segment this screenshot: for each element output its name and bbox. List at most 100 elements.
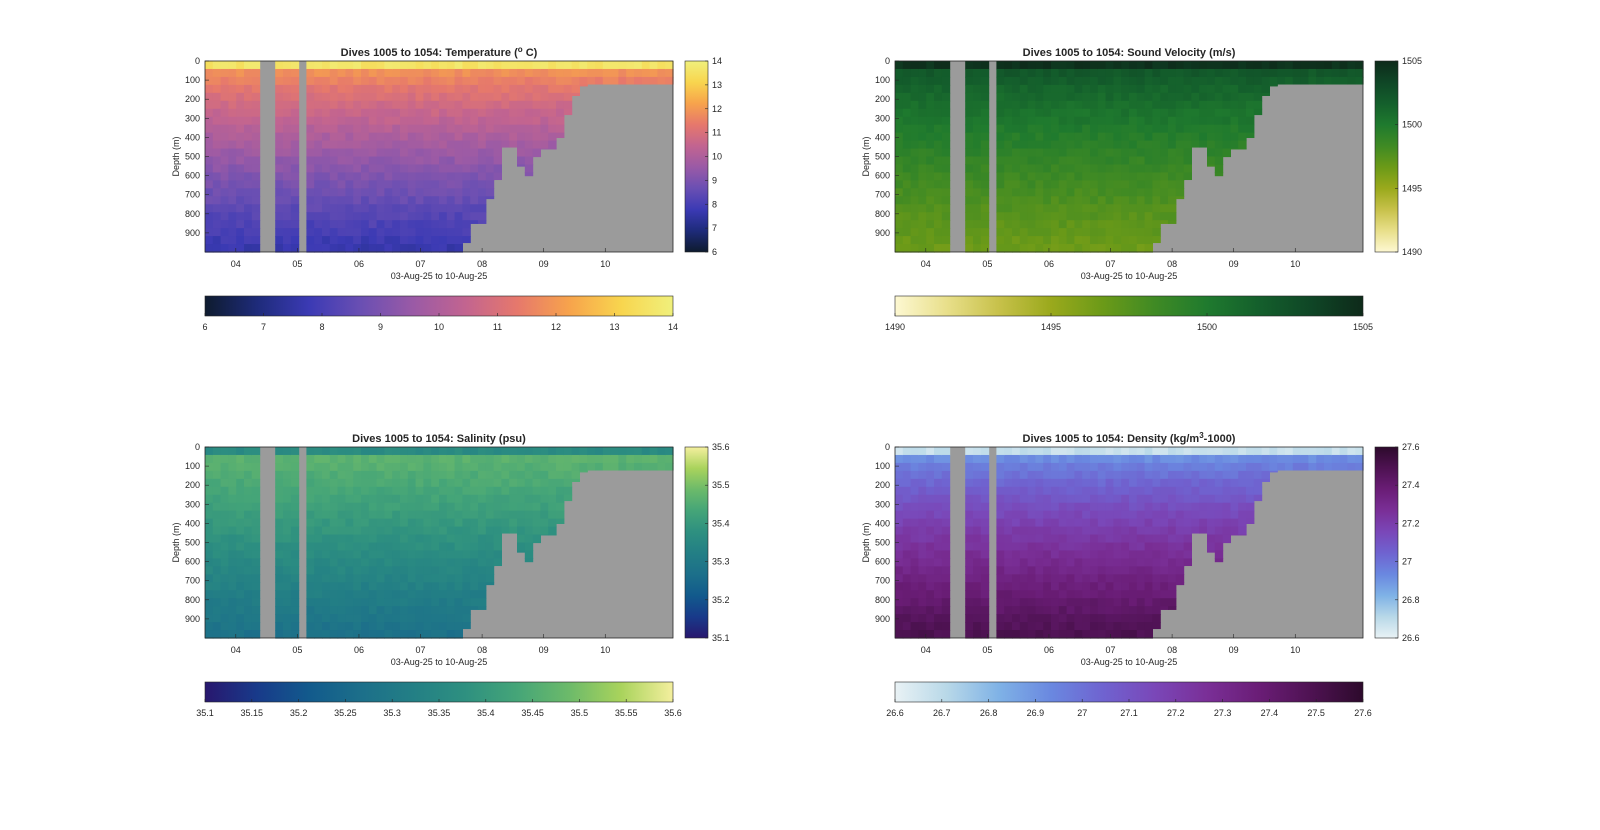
heatmap-cell	[1097, 172, 1107, 181]
heatmap-cell	[1097, 502, 1107, 512]
heatmap-cell	[1183, 462, 1192, 472]
heatmap-cell	[1168, 494, 1177, 504]
heatmap-cell	[470, 558, 479, 567]
heatmap-cell	[1082, 558, 1091, 567]
heatmap-cell	[415, 164, 424, 174]
heatmap-cell	[236, 116, 245, 126]
heatmap-cell	[400, 518, 409, 528]
heatmap-cell	[384, 220, 393, 229]
heatmap-cell	[205, 220, 214, 229]
heatmap-cell	[910, 566, 919, 575]
heatmap-cell	[918, 606, 927, 615]
heatmap-cell	[895, 148, 904, 158]
heatmap-cell	[275, 630, 284, 639]
heatmap-cell	[1082, 244, 1091, 253]
heatmap-cell	[1027, 454, 1036, 464]
heatmap-cell	[353, 558, 362, 567]
heatmap-cell	[337, 558, 346, 567]
heatmap-cell	[290, 116, 300, 126]
heatmap-cell	[1043, 61, 1052, 70]
heatmap-cell	[895, 236, 904, 245]
heatmap-cell	[361, 510, 370, 520]
heatmap-cell	[290, 558, 300, 567]
heatmap-cell	[361, 622, 370, 631]
heatmap-cell	[220, 108, 229, 118]
heatmap-cell	[1074, 542, 1083, 552]
heatmap-cell	[1168, 518, 1177, 528]
heatmap-cell	[244, 470, 253, 480]
heatmap-cell	[470, 574, 479, 583]
heatmap-cell	[973, 478, 982, 488]
heatmap-cell	[431, 630, 440, 639]
heatmap-cell	[1019, 526, 1029, 536]
heatmap-cell	[493, 100, 502, 110]
heatmap-cell	[439, 92, 448, 102]
heatmap-cell	[1175, 180, 1185, 189]
heatmap-cell	[1097, 550, 1107, 560]
heatmap-cell	[400, 526, 409, 536]
heatmap-cell	[353, 100, 362, 110]
heatmap-cell	[454, 582, 463, 591]
heatmap-cell	[1160, 212, 1169, 221]
heatmap-cell	[345, 172, 354, 181]
heatmap-cell	[1113, 558, 1122, 567]
heatmap-cell	[431, 486, 440, 496]
heatmap-cell	[290, 550, 300, 560]
heatmap-cell	[400, 68, 409, 78]
heatmap-cell	[1090, 92, 1099, 102]
heatmap-cell	[1152, 212, 1161, 221]
heatmap-cell	[1035, 478, 1044, 488]
heatmap-cell	[275, 622, 284, 631]
heatmap-cell	[918, 574, 927, 583]
heatmap-cell	[251, 566, 261, 575]
heatmap-cell	[1058, 558, 1068, 567]
heatmap-cell	[1051, 582, 1060, 591]
heatmap-cell	[1058, 566, 1068, 575]
heatmap-cell	[368, 622, 378, 631]
heatmap-cell	[910, 606, 919, 615]
heatmap-cell	[895, 196, 904, 205]
heatmap-cell	[1129, 518, 1138, 528]
heatmap-cell	[322, 486, 331, 496]
heatmap-cell	[1144, 61, 1153, 70]
heatmap-cell	[965, 447, 974, 456]
heatmap-cell	[306, 614, 315, 623]
heatmap-cell	[1043, 76, 1052, 86]
heatmap-cell	[251, 188, 261, 197]
heatmap-cell	[634, 68, 643, 78]
heatmap-cell	[283, 140, 292, 150]
heatmap-cell	[965, 566, 974, 575]
heatmap-cell	[322, 132, 331, 142]
heatmap-cell	[902, 92, 912, 102]
heatmap-cell	[1035, 534, 1044, 544]
heatmap-cell	[415, 188, 424, 197]
heatmap-cell	[1043, 526, 1052, 536]
heatmap-cell	[1082, 630, 1091, 639]
x-tick-label: 08	[477, 645, 487, 655]
heatmap-cell	[353, 92, 362, 102]
heatmap-cell	[384, 108, 393, 118]
heatmap-cell	[478, 526, 487, 536]
heatmap-cell	[322, 124, 331, 134]
heatmap-cell	[376, 582, 385, 591]
heatmap-cell	[314, 76, 323, 86]
heatmap-cell	[1090, 606, 1099, 615]
heatmap-cell	[446, 140, 456, 150]
heatmap-cell	[361, 140, 370, 150]
heatmap-cell	[548, 486, 557, 496]
heatmap-cell	[485, 61, 495, 70]
heatmap-cell	[524, 526, 534, 536]
heatmap-cell	[1113, 598, 1122, 607]
heatmap-cell	[626, 61, 635, 70]
heatmap-cells	[895, 447, 1364, 639]
heatmap-cell	[236, 244, 245, 253]
heatmap-cell	[1074, 61, 1083, 70]
heatmap-cell	[337, 630, 346, 639]
heatmap-cell	[407, 92, 417, 102]
heatmap-cell	[446, 172, 456, 181]
heatmap-cell	[1207, 124, 1216, 134]
heatmap-cell	[485, 518, 495, 528]
heatmap-cell	[368, 606, 378, 615]
heatmap-cell	[353, 454, 362, 464]
heatmap-cell	[941, 462, 951, 472]
